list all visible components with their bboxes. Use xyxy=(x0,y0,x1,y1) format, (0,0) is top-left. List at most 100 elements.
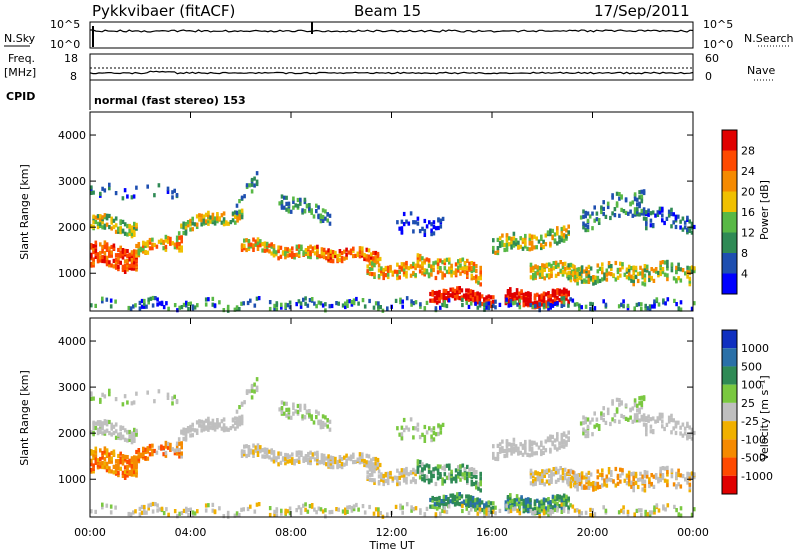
power-cell xyxy=(679,267,683,272)
velocity-cell xyxy=(632,481,635,486)
power-cell xyxy=(505,297,508,302)
power-cell xyxy=(117,267,120,272)
power-cell xyxy=(571,264,575,269)
power-cell xyxy=(265,247,269,252)
power-cell xyxy=(524,244,527,249)
power-cell xyxy=(121,248,125,253)
velocity-cell xyxy=(250,395,254,400)
power-cell xyxy=(576,267,579,272)
velocity-cell xyxy=(101,426,104,431)
power-cell xyxy=(311,248,315,254)
velocity-cell xyxy=(617,510,621,515)
power-cell xyxy=(412,229,415,234)
velocity-cell xyxy=(319,419,323,424)
velocity-cell xyxy=(534,477,537,482)
velocity-cell xyxy=(585,472,588,477)
power-cell xyxy=(128,231,131,236)
velocity-cell xyxy=(651,416,655,421)
power-cell xyxy=(171,195,174,200)
power-cell xyxy=(347,250,351,255)
power-cell xyxy=(594,277,597,283)
power-cell xyxy=(586,227,590,233)
power-cell xyxy=(173,245,177,250)
velocity-cell xyxy=(538,480,542,485)
power-cell xyxy=(509,302,513,308)
velocity-cell xyxy=(593,411,596,416)
power-cell xyxy=(321,218,325,223)
power-cell xyxy=(596,275,600,280)
power-cell xyxy=(325,250,328,255)
velocity-cell xyxy=(551,440,554,445)
velocity-cell xyxy=(542,497,546,502)
velocity-cell xyxy=(182,436,185,442)
power-cell xyxy=(144,250,147,255)
velocity-cell xyxy=(431,495,434,501)
velocity-cell xyxy=(114,468,118,473)
power-cell xyxy=(296,197,300,203)
velocity-cell xyxy=(195,420,199,425)
velocity-cell xyxy=(177,437,181,442)
power-cell xyxy=(227,221,230,226)
velocity-cell xyxy=(121,458,125,463)
power-cell xyxy=(250,182,254,187)
power-cell xyxy=(416,216,420,221)
velocity-cell xyxy=(591,508,594,513)
velocity-cell xyxy=(578,477,582,482)
power-cell xyxy=(164,244,168,250)
velocity-cell xyxy=(471,495,475,501)
power-cell xyxy=(184,225,188,230)
velocity-cell xyxy=(127,511,131,517)
velocity-cell xyxy=(328,419,332,424)
power-cell xyxy=(631,200,635,205)
velocity-cell xyxy=(538,514,541,519)
velocity-cell xyxy=(610,472,613,477)
velocity-cell xyxy=(627,470,631,475)
power-cell xyxy=(642,207,646,212)
power-cell xyxy=(638,201,641,206)
velocity-cell xyxy=(109,510,113,515)
velocity-cell xyxy=(438,495,441,501)
velocity-cell xyxy=(322,457,326,462)
velocity-cell xyxy=(474,507,477,512)
power-cell xyxy=(492,249,495,254)
velocity-cell xyxy=(207,427,210,432)
power-cell xyxy=(108,260,111,265)
velocity-cell xyxy=(646,512,650,517)
velocity-cell xyxy=(216,425,219,430)
power-cell xyxy=(101,186,104,191)
velocity-cell xyxy=(105,428,109,433)
velocity-cell xyxy=(429,497,432,503)
velocity-cell xyxy=(229,426,233,431)
power-cell xyxy=(256,240,260,246)
velocity-cell xyxy=(123,428,127,433)
power-cell xyxy=(670,262,674,267)
power-cell xyxy=(400,265,404,270)
power-cell xyxy=(441,216,445,221)
velocity-cell xyxy=(558,504,561,509)
velocity-cell xyxy=(189,507,192,512)
velocity-cell xyxy=(216,418,219,423)
power-cell xyxy=(549,303,552,308)
velocity-cell xyxy=(240,421,244,426)
power-cell xyxy=(126,249,129,254)
velocity-cell xyxy=(571,504,575,509)
velocity-cell xyxy=(472,467,476,472)
power-cell xyxy=(128,263,131,269)
power-cell xyxy=(148,246,152,251)
velocity-cell xyxy=(556,494,559,499)
power-cell xyxy=(211,296,215,301)
velocity-cell xyxy=(134,509,137,514)
velocity-cell xyxy=(288,506,292,511)
power-cell xyxy=(616,275,620,280)
power-cell xyxy=(329,258,333,264)
power-cell xyxy=(471,292,475,297)
power-cell xyxy=(135,226,138,231)
velocity-cell xyxy=(627,482,631,487)
power-cell xyxy=(121,196,125,201)
velocity-cell xyxy=(638,401,641,406)
power-cell xyxy=(96,221,100,226)
velocity-cell xyxy=(166,392,170,397)
power-cell xyxy=(498,302,502,307)
power-cell xyxy=(209,219,212,224)
power-cell xyxy=(108,213,111,219)
